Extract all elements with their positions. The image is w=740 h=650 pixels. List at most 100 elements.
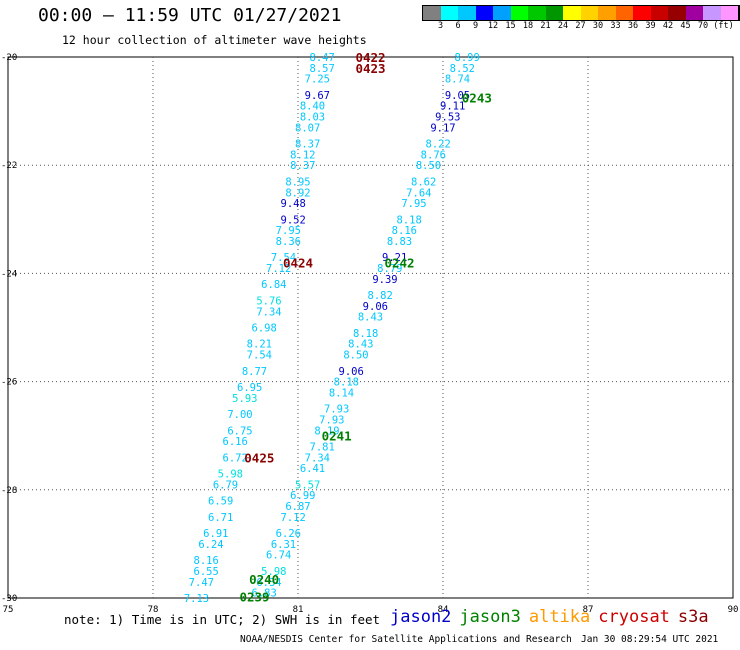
wave-height-value: 6.26 xyxy=(276,528,301,540)
colorbar-label: 21 xyxy=(540,21,551,31)
map-title: 00:00 – 11:59 UTC 01/27/2021 xyxy=(38,5,342,26)
colorbar-swatch xyxy=(545,6,563,20)
colorbar-label: 12 xyxy=(487,21,499,31)
wave-height-value: 8.82 xyxy=(368,290,393,302)
wave-height-value: 8.99 xyxy=(455,52,480,64)
map-frame xyxy=(7,56,734,599)
wave-height-value: 7.47 xyxy=(189,577,214,589)
wave-height-colorbar xyxy=(422,5,740,21)
colorbar-swatch xyxy=(720,6,738,20)
colorbar-labels: 3 6 9 12 15 18 21 24 27 30 33 36 39 42 45 70 (ft) xyxy=(422,21,740,33)
wave-height-value: 6.31 xyxy=(271,539,296,551)
wave-height-value: 6.84 xyxy=(261,279,286,291)
wave-height-value: 8.62 xyxy=(411,176,436,188)
lon-tick-label: 90 xyxy=(728,605,739,615)
wave-height-value: 8.52 xyxy=(450,63,475,75)
wave-height-value: 5.98 xyxy=(218,469,243,481)
wave-height-value: 8.37 xyxy=(295,139,320,151)
wave-height-value: 7.00 xyxy=(227,409,252,421)
wave-height-value: 8.21 xyxy=(247,339,272,351)
colorbar-swatch xyxy=(633,6,651,20)
colorbar-label: 45 xyxy=(680,21,691,31)
colorbar-label: 24 xyxy=(557,21,569,31)
wave-height-value: 5.76 xyxy=(256,295,281,307)
colorbar-label: 39 xyxy=(645,21,656,31)
wave-height-value: 9.06 xyxy=(363,301,388,313)
wave-height-value: 8.77 xyxy=(242,366,267,378)
colorbar-swatch xyxy=(458,6,476,20)
colorbar-swatch xyxy=(563,6,581,20)
lon-tick-label: 84 xyxy=(438,605,449,615)
satellite-altika: altika xyxy=(528,607,591,627)
colorbar-label: 15 xyxy=(505,21,516,31)
wave-height-value: 7.93 xyxy=(324,404,349,416)
lon-tick-label: 78 xyxy=(148,605,159,615)
wave-height-value: 8.76 xyxy=(421,149,446,161)
wave-height-value: 6.95 xyxy=(237,382,262,394)
wave-height-value: 8.12 xyxy=(290,149,315,161)
wave-height-value: 8.18 xyxy=(334,377,359,389)
wave-height-value: 7.34 xyxy=(305,452,330,464)
wave-height-value: 6.16 xyxy=(223,436,248,448)
colorbar-swatch xyxy=(703,6,721,20)
wave-height-value: 7.12 xyxy=(266,263,291,275)
colorbar-label: 18 xyxy=(522,21,534,31)
pass-time-label: 0422 xyxy=(355,50,385,65)
wave-height-value: 7.25 xyxy=(305,74,330,86)
wave-height-value: 6.24 xyxy=(198,539,223,551)
wave-height-value: 7.12 xyxy=(281,512,306,524)
wave-height-value: 8.92 xyxy=(285,187,310,199)
wave-height-value: 8.50 xyxy=(343,350,368,362)
wave-height-value: 6.72 xyxy=(223,452,248,464)
wave-height-value: 6.87 xyxy=(285,501,310,513)
colorbar-label: 3 xyxy=(437,21,444,31)
wave-height-value: 6.55 xyxy=(194,566,219,578)
wave-height-value: 8.83 xyxy=(387,236,412,248)
wave-height-value: 7.95 xyxy=(401,198,426,210)
colorbar-swatch xyxy=(668,6,686,20)
wave-height-value: 8.03 xyxy=(300,112,325,124)
lat-tick-label: -30 xyxy=(1,594,17,604)
wave-height-value: 8.22 xyxy=(426,139,451,151)
wave-height-value: 9.05 xyxy=(445,90,470,102)
pass-time-label: 0239 xyxy=(239,589,269,604)
pass-time-label: 0243 xyxy=(462,91,492,106)
map-subtitle: 12 hour collection of altimeter wave hei… xyxy=(62,33,367,47)
wave-height-value: 8.95 xyxy=(285,176,310,188)
colorbar-swatch xyxy=(650,6,668,20)
wave-height-value: 7.95 xyxy=(276,225,301,237)
wave-height-value: 8.36 xyxy=(276,236,301,248)
generated-timestamp: Jan 30 08:29:54 UTC 2021 xyxy=(581,634,719,645)
colorbar-swatch xyxy=(440,6,458,20)
pass-time-label: 0423 xyxy=(355,61,385,76)
wave-height-value: 7.81 xyxy=(310,442,335,454)
wave-height-value: 8.37 xyxy=(290,160,315,172)
colorbar-label: 33 xyxy=(610,21,621,31)
wave-height-value: 7.64 xyxy=(406,187,431,199)
wave-height-value: 8.14 xyxy=(329,387,354,399)
wave-height-value: 6.59 xyxy=(208,496,233,508)
wave-height-value: 8.16 xyxy=(194,555,219,567)
wave-height-value: 6.79 xyxy=(213,479,238,491)
wave-height-value: 8.07 xyxy=(295,122,320,134)
wave-height-value: 6.74 xyxy=(266,550,291,562)
colorbar-unit: (ft) xyxy=(713,21,734,31)
wave-height-value: 7.54 xyxy=(247,350,272,362)
lon-tick-label: 81 xyxy=(293,605,304,615)
wave-height-value: 9.53 xyxy=(435,112,460,124)
lat-tick-label: -22 xyxy=(1,161,17,171)
wave-height-value: 9.21 xyxy=(382,252,407,264)
wave-height-value: 6.34 xyxy=(256,577,281,589)
colorbar-swatch xyxy=(475,6,493,20)
colorbar-swatch xyxy=(738,6,740,20)
colorbar-swatch xyxy=(615,6,633,20)
wave-height-value: 8.18 xyxy=(397,214,422,226)
wave-height-value: 6.71 xyxy=(208,512,233,524)
lat-tick-label: -26 xyxy=(1,378,17,388)
colorbar-swatch xyxy=(598,6,616,20)
wave-height-value: 6.75 xyxy=(227,425,252,437)
colorbar-label: 36 xyxy=(627,21,639,31)
colorbar-swatch xyxy=(528,6,546,20)
wave-height-value: 9.67 xyxy=(305,90,330,102)
